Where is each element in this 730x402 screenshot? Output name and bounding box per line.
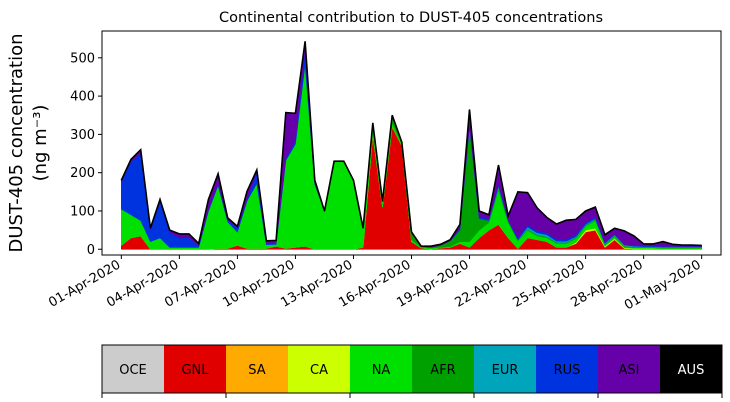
- chart-title: Continental contribution to DUST-405 con…: [219, 10, 603, 26]
- colorbar-cell-rus: [536, 345, 599, 393]
- colorbar-label: OCE: [119, 363, 147, 378]
- area-na: [121, 64, 702, 250]
- y-tick-label: 200: [70, 166, 95, 181]
- colorbar-cell-eur: [474, 345, 537, 393]
- colorbar-cell-afr: [412, 345, 475, 393]
- region-colorbar: OCE GNL SA CA NA AFR EUR RUS ASI AUS: [101, 344, 723, 398]
- colorbar-label: AFR: [430, 363, 455, 378]
- colorbar-label: RUS: [554, 363, 581, 378]
- y-axis-label-line1: DUST-405 concentration: [6, 33, 27, 252]
- colorbar-frame: [101, 344, 723, 394]
- y-axis: 0 100 200 300 400 500: [70, 51, 102, 258]
- y-tick-label: 300: [70, 128, 95, 143]
- colorbar-cell-oce: [102, 345, 165, 393]
- colorbar-cell-gnl: [164, 345, 227, 393]
- y-axis-label: DUST-405 concentration (ng m⁻³): [6, 33, 51, 252]
- colorbar-cell-na: [350, 345, 413, 393]
- y-axis-label-line2: (ng m⁻³): [30, 105, 51, 182]
- x-axis: 01-Apr-202004-Apr-202007-Apr-202010-Apr-…: [46, 255, 704, 313]
- colorbar-cell-sa: [226, 345, 289, 393]
- colorbar-label: AUS: [678, 363, 705, 378]
- plot-frame: [101, 30, 722, 256]
- colorbar-cell-ca: [288, 345, 351, 393]
- colorbar-label: GNL: [181, 363, 209, 378]
- colorbar-label: CA: [310, 363, 328, 378]
- area-series-group: [120, 41, 702, 250]
- colorbar-cell-asi: [598, 345, 661, 393]
- colorbar-label: ASI: [619, 363, 640, 378]
- colorbar-cell-aus: [660, 345, 723, 393]
- total-outline: [120, 41, 702, 247]
- colorbar-label: NA: [372, 363, 391, 378]
- colorbar-label: EUR: [492, 363, 519, 378]
- colorbar-label: SA: [248, 363, 265, 378]
- y-tick-label: 100: [70, 204, 95, 219]
- y-tick-label: 0: [87, 243, 95, 258]
- y-tick-label: 400: [70, 90, 95, 105]
- y-tick-label: 500: [70, 51, 95, 66]
